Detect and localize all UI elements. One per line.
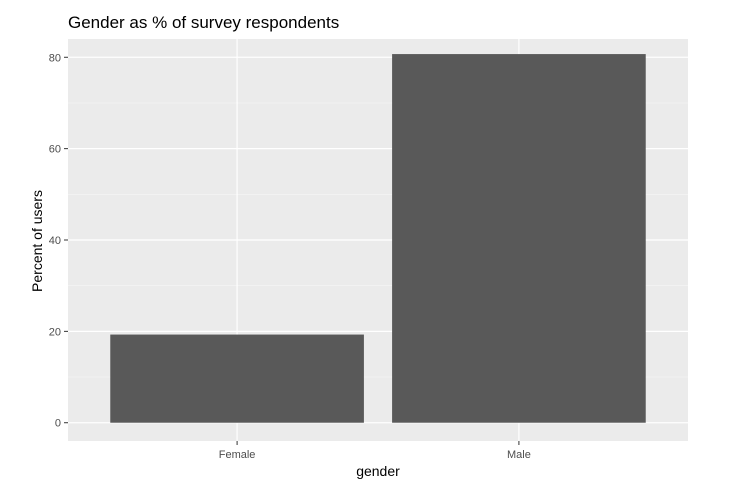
y-tick-label: 60 <box>49 144 61 156</box>
x-tick-label: Male <box>507 449 531 461</box>
bar-female <box>110 334 364 423</box>
y-tick-label: 0 <box>55 418 61 430</box>
x-axis: Female Male <box>219 441 531 461</box>
y-axis: 0 20 40 60 80 <box>49 52 68 430</box>
y-tick-label: 40 <box>49 235 61 247</box>
x-tick-label: Female <box>219 449 256 461</box>
bars <box>110 54 646 423</box>
x-axis-title: gender <box>356 463 400 479</box>
y-tick-label: 80 <box>49 52 61 64</box>
bar-male <box>392 54 646 423</box>
y-tick-label: 20 <box>49 326 61 338</box>
chart-title: Gender as % of survey respondents <box>68 13 339 32</box>
y-axis-title: Percent of users <box>29 190 45 292</box>
